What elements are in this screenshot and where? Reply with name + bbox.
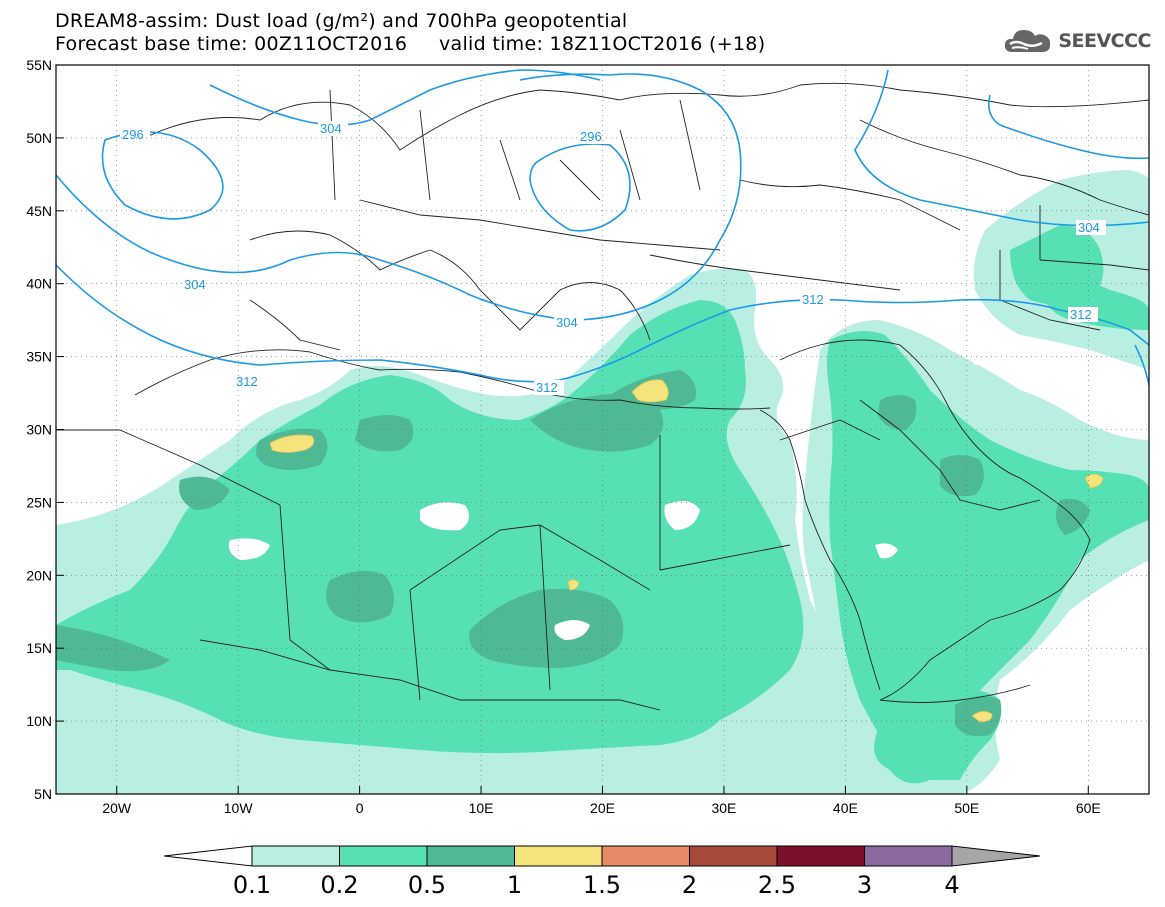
lat-tick-label: 50N [26, 130, 52, 146]
dust-field-layer [56, 170, 1149, 794]
contour-labels: 296 304 296 304 304 312 312 312 304 312 [120, 121, 1106, 395]
coastlines-borders [56, 82, 1149, 711]
colorbar-label: 3 [857, 871, 872, 899]
seevccc-logo: SEEVCCC [1002, 26, 1151, 56]
map-frame [55, 64, 1150, 795]
colorbar-swatch [776, 845, 865, 867]
contour-label: 296 [580, 129, 602, 144]
axis-ticks: 20W 10W 0 10E 20E 30E 40E 50E 60E 55N 50N 45N 40N 35N… [26, 57, 1100, 816]
colorbar-swatch [514, 845, 603, 867]
lon-tick-label: 30E [711, 800, 736, 816]
colorbar-label: 4 [944, 871, 959, 899]
lon-tick-label: 0 [356, 800, 364, 816]
contour-304-east [854, 69, 1149, 227]
contour-label: 312 [236, 374, 258, 389]
dust-free-holes [228, 337, 1000, 640]
colorbar-swatch [339, 845, 428, 867]
contour-296-west [101, 131, 224, 220]
colorbar-label: 0.2 [320, 871, 358, 899]
lon-tick-label: 10E [469, 800, 494, 816]
contour-312 [56, 264, 1149, 383]
colorbar-label: 0.5 [408, 871, 446, 899]
contour-296-central [529, 143, 631, 232]
colorbar: 0.1 0.2 0.5 1 1.5 2 2.5 3 4 [163, 845, 1041, 899]
colorbar-label: 0.1 [233, 871, 271, 899]
contour-label: 296 [122, 127, 144, 142]
colorbar-over-triangle [951, 845, 1041, 867]
colorbar-label: 1.5 [583, 871, 621, 899]
lon-tick-label: 20E [590, 800, 615, 816]
lat-tick-label: 45N [26, 203, 52, 219]
contour-312-east [1134, 344, 1149, 386]
colorbar-under-triangle [163, 845, 253, 867]
colorbar-swatch [601, 845, 690, 867]
lat-tick-label: 10N [26, 713, 52, 729]
lat-tick-label: 40N [26, 276, 52, 292]
colorbar-label: 2.5 [758, 871, 796, 899]
colorbar-swatch [689, 845, 778, 867]
grid-lines [56, 65, 1149, 794]
lat-tick-label: 25N [26, 494, 52, 510]
contour-304-north [209, 69, 601, 126]
contour-label: 312 [1070, 307, 1092, 322]
lat-tick-label: 55N [26, 57, 52, 73]
contour-label: 312 [536, 380, 558, 395]
lat-tick-label: 30N [26, 422, 52, 438]
dust-band-peak [269, 379, 1104, 723]
colorbar-label: 1 [507, 871, 522, 899]
lat-tick-label: 15N [26, 640, 52, 656]
lon-tick-label: 20W [102, 800, 132, 816]
lat-tick-label: 5N [34, 786, 52, 802]
map-subtitle: Forecast base time: 00Z11OCT2016 valid t… [55, 33, 766, 55]
contour-296-east [987, 94, 1149, 160]
lon-tick-label: 10W [224, 800, 254, 816]
map-title: DREAM8-assim: Dust load (g/m²) and 700hP… [55, 10, 628, 32]
lon-tick-label: 50E [954, 800, 979, 816]
cloud-icon [1005, 30, 1051, 52]
colorbar-swatch [251, 845, 340, 867]
colorbar-swatch [426, 845, 515, 867]
lat-tick-label: 20N [26, 567, 52, 583]
contour-label: 312 [802, 292, 824, 307]
geopotential-contours [56, 69, 1149, 386]
contour-label: 304 [1078, 220, 1100, 235]
lon-tick-label: 60E [1076, 800, 1101, 816]
contour-label: 304 [320, 121, 342, 136]
colorbar-label: 2 [682, 871, 697, 899]
contour-304-west [56, 73, 742, 321]
contour-label: 304 [184, 277, 206, 292]
contour-label: 304 [556, 315, 578, 330]
logo-text: SEEVCCC [1058, 30, 1151, 52]
lat-tick-label: 35N [26, 349, 52, 365]
lon-tick-label: 40E [833, 800, 858, 816]
colorbar-swatch [864, 845, 953, 867]
